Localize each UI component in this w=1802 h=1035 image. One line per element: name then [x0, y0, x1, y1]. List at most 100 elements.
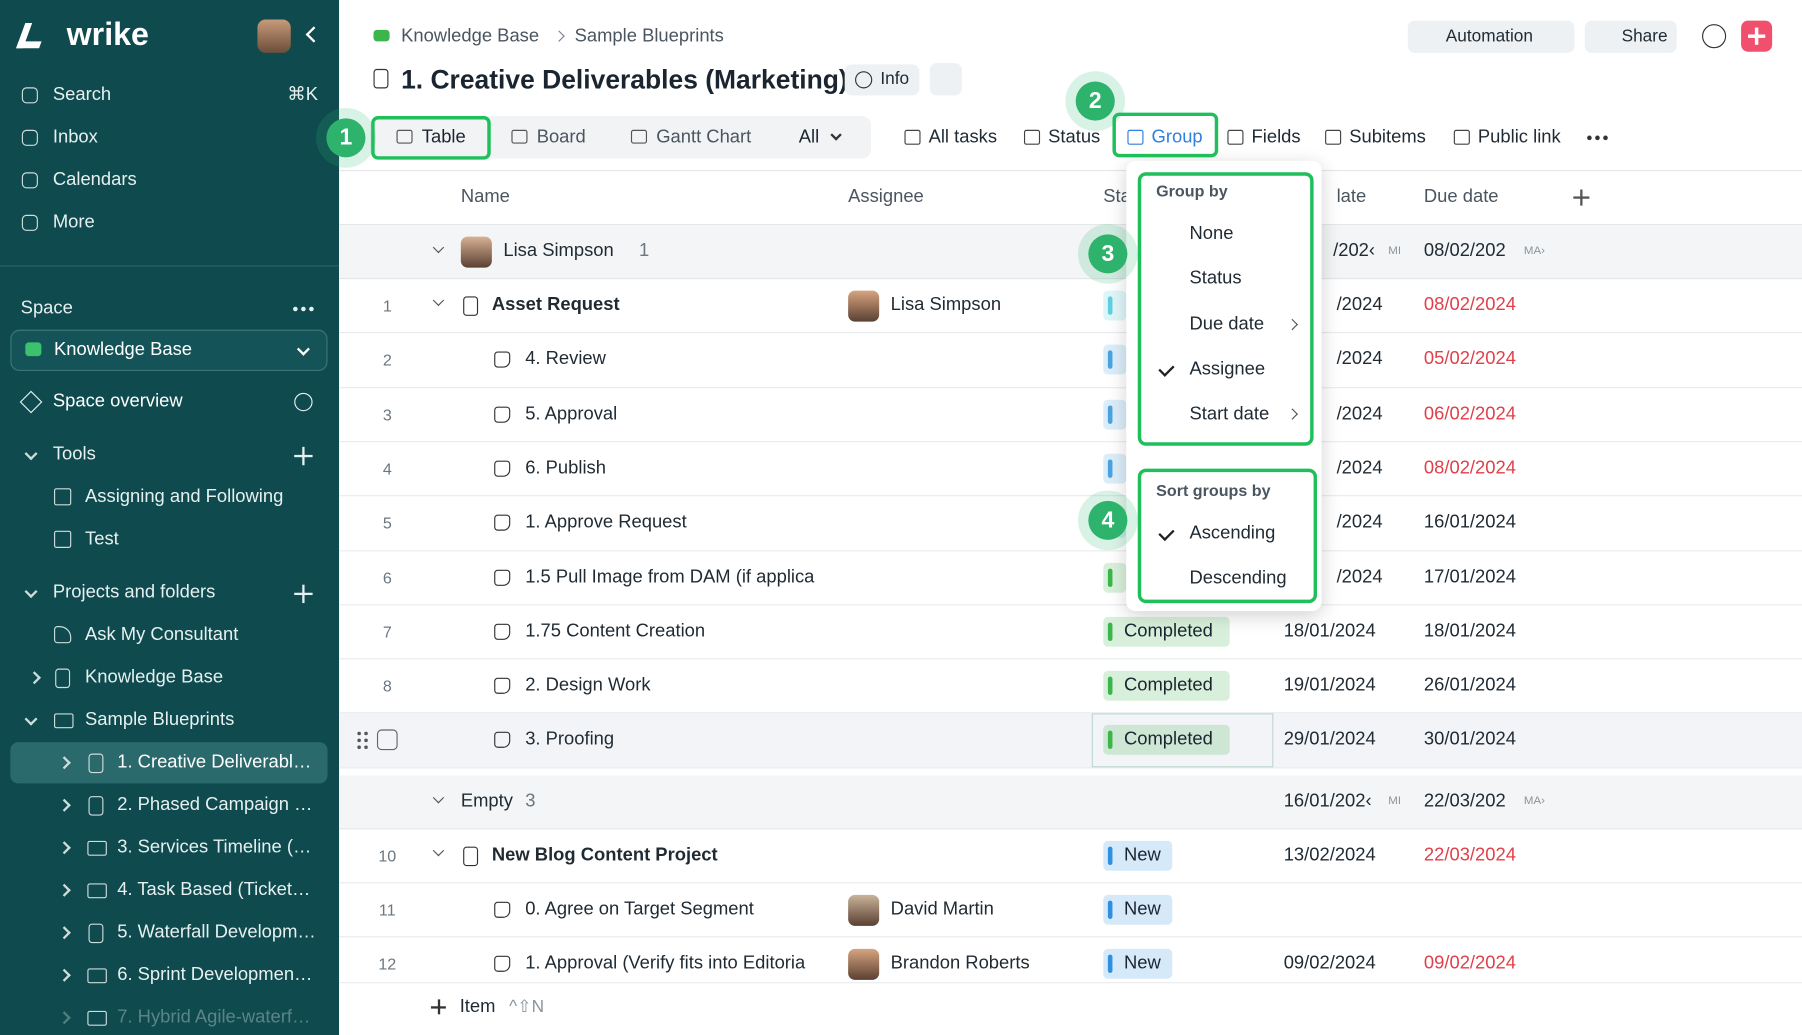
- column-header: Due date: [1423, 187, 1499, 207]
- status-chip[interactable]: Completed: [1103, 616, 1230, 647]
- view-tab[interactable]: Gantt Chart: [656, 127, 752, 148]
- nav-item[interactable]: More: [52, 212, 95, 233]
- toolbar-action[interactable]: Public link: [1477, 127, 1561, 148]
- icon: [1453, 129, 1470, 145]
- menu-option[interactable]: None: [1189, 224, 1234, 244]
- nav-item[interactable]: Test: [85, 529, 119, 550]
- task-name[interactable]: 0. Agree on Target Segment: [525, 899, 754, 919]
- menu-option[interactable]: Descending: [1189, 568, 1287, 589]
- table-row[interactable]: [339, 713, 1802, 769]
- status-chip[interactable]: [1103, 453, 1127, 484]
- row-number: 5: [382, 513, 392, 533]
- task-name[interactable]: 2. Design Work: [525, 675, 651, 696]
- toolbar-action[interactable]: Fields: [1251, 127, 1301, 148]
- nav-item[interactable]: Assigning and Following: [85, 487, 284, 507]
- icon: [1107, 900, 1113, 919]
- status-chip[interactable]: New: [1103, 949, 1173, 980]
- menu-option[interactable]: Ascending: [1189, 523, 1276, 544]
- share-button[interactable]: [1584, 20, 1677, 53]
- start-date: /2024: [1336, 295, 1383, 315]
- nav-item[interactable]: 7. Hybrid Agile-waterf…: [117, 1007, 311, 1027]
- icon: [54, 530, 72, 548]
- table-row[interactable]: [339, 279, 1802, 334]
- icon: [373, 29, 390, 42]
- nav-item[interactable]: Sample Blueprints: [85, 709, 235, 730]
- table-row[interactable]: [339, 442, 1802, 497]
- status-chip[interactable]: [1103, 290, 1127, 321]
- menu-option[interactable]: Assignee: [1189, 359, 1266, 379]
- nav-item[interactable]: Inbox: [52, 127, 98, 148]
- icon: [54, 626, 72, 644]
- help-button[interactable]: [1702, 24, 1727, 49]
- menu-option[interactable]: Due date: [1189, 314, 1265, 334]
- status-chip[interactable]: [1103, 399, 1127, 430]
- table-row[interactable]: [339, 659, 1802, 714]
- nav-item[interactable]: 5. Waterfall Developm…: [117, 922, 316, 942]
- table-row[interactable]: [339, 605, 1802, 660]
- task-name[interactable]: 1.75 Content Creation: [525, 621, 706, 641]
- icon: [1107, 568, 1113, 587]
- menu-option[interactable]: Start date: [1189, 404, 1270, 425]
- toolbar-action[interactable]: Subitems: [1349, 127, 1426, 148]
- pin-button[interactable]: [929, 63, 962, 96]
- column-header: Sta: [1103, 187, 1131, 207]
- status-chip[interactable]: [1103, 344, 1127, 375]
- toolbar-action[interactable]: All tasks: [928, 127, 998, 148]
- status-chip[interactable]: Completed: [1103, 725, 1230, 756]
- logo: wrike: [66, 16, 149, 52]
- task-name[interactable]: 1. Approve Request: [525, 512, 687, 533]
- icon: [1595, 135, 1600, 141]
- status-chip[interactable]: New: [1103, 840, 1173, 871]
- section-heading[interactable]: Projects and folders: [52, 582, 216, 602]
- table-row[interactable]: [339, 388, 1802, 443]
- toolbar-action[interactable]: Group: [1151, 127, 1203, 148]
- task-name[interactable]: 6. Publish: [525, 458, 606, 478]
- task-name[interactable]: New Blog Content Project: [491, 845, 718, 865]
- status-chip[interactable]: Completed: [1103, 670, 1230, 701]
- due-date: 17/01/2024: [1423, 566, 1516, 587]
- menu-heading: Group by: [1156, 181, 1228, 200]
- task-name[interactable]: 1.5 Pull Image from DAM (if applica: [525, 566, 815, 587]
- task-name[interactable]: 1. Approval (Verify fits into Editoria: [525, 953, 806, 974]
- nav-item[interactable]: Knowledge Base: [85, 667, 224, 687]
- nav-item[interactable]: Calendars: [52, 170, 137, 190]
- table-row[interactable]: [339, 883, 1802, 938]
- table-row[interactable]: [339, 333, 1802, 388]
- nav-item[interactable]: 3. Services Timeline (…: [117, 837, 312, 857]
- nav-item[interactable]: 1. Creative Deliverabl…: [117, 752, 312, 772]
- callout-number: 3: [1101, 241, 1115, 267]
- table-row[interactable]: [339, 551, 1802, 606]
- icon: [357, 739, 361, 742]
- nav-item[interactable]: Space overview: [52, 391, 183, 412]
- task-name[interactable]: Asset Request: [491, 295, 620, 315]
- add-item[interactable]: Item: [459, 997, 496, 1017]
- task-name[interactable]: 5. Approval: [525, 403, 618, 424]
- status-label: New: [1123, 845, 1161, 865]
- nav-item[interactable]: 4. Task Based (Ticket…: [117, 879, 311, 900]
- view-filter[interactable]: All: [798, 127, 820, 148]
- section-heading[interactable]: Tools: [52, 444, 96, 465]
- status-chip[interactable]: New: [1103, 894, 1173, 925]
- nav-item[interactable]: 2. Phased Campaign …: [117, 794, 313, 815]
- table-row[interactable]: [339, 496, 1802, 551]
- automation-button[interactable]: [1407, 20, 1575, 53]
- nav-item[interactable]: Search: [52, 85, 112, 105]
- status-chip[interactable]: [1103, 562, 1127, 593]
- view-tab[interactable]: Board: [536, 127, 586, 148]
- toolbar-action[interactable]: Status: [1048, 127, 1101, 148]
- space-selector[interactable]: [10, 329, 328, 372]
- view-tab[interactable]: Table: [421, 127, 466, 148]
- breadcrumb[interactable]: Sample Blueprints: [574, 26, 724, 46]
- due-date: 08/02/2024: [1423, 295, 1516, 315]
- task-name[interactable]: 4. Review: [525, 349, 606, 370]
- breadcrumb[interactable]: Knowledge Base: [401, 26, 540, 46]
- icon: [364, 732, 368, 736]
- table-row[interactable]: [339, 829, 1802, 884]
- row-checkbox[interactable]: [376, 729, 398, 751]
- menu-option[interactable]: Status: [1189, 269, 1242, 289]
- callout-number: 4: [1101, 507, 1115, 534]
- button-label: Automation: [1445, 26, 1533, 46]
- task-name[interactable]: 3. Proofing: [525, 729, 615, 750]
- nav-item[interactable]: 6. Sprint Developmen…: [117, 964, 313, 985]
- nav-item[interactable]: Ask My Consultant: [85, 624, 239, 645]
